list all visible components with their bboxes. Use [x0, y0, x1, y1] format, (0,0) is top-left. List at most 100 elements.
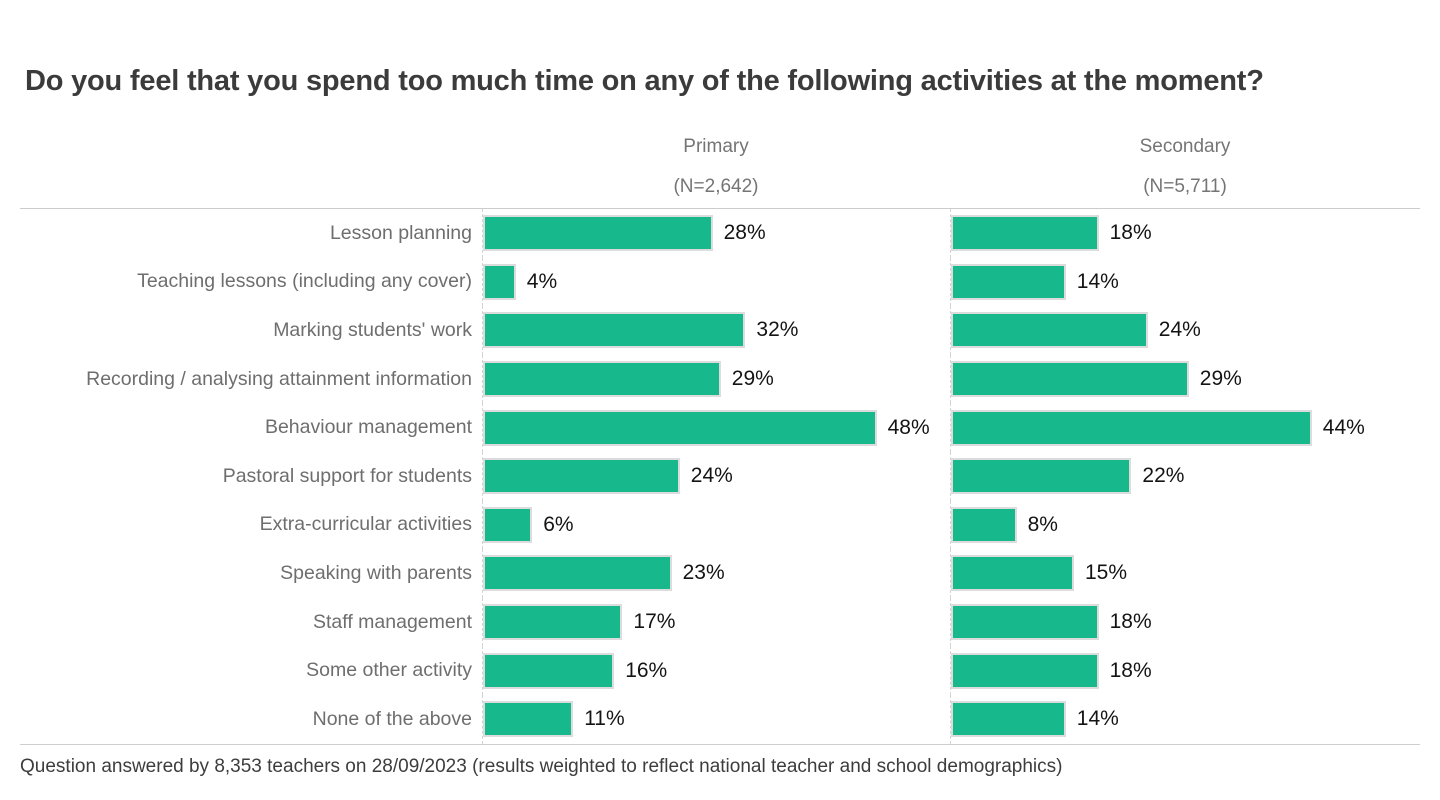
- chart-row: Behaviour management 48% 44%: [20, 403, 1420, 452]
- value-label: 24%: [690, 464, 733, 488]
- bar-secondary: [951, 361, 1189, 398]
- value-label: 18%: [1109, 221, 1152, 245]
- value-label: 29%: [1199, 367, 1242, 391]
- bar-primary: [483, 361, 721, 398]
- category-label: Extra-curricular activities: [259, 513, 472, 536]
- value-label: 23%: [682, 561, 725, 585]
- bar-cell-secondary: 14%: [950, 694, 1420, 744]
- value-label: 14%: [1076, 269, 1119, 293]
- chart-row: Some other activity 16% 18%: [20, 646, 1420, 695]
- chart-row: Marking students' work 32% 24%: [20, 306, 1420, 355]
- bar-secondary: [951, 506, 1017, 543]
- bar-primary: [483, 312, 746, 349]
- bar-cell-secondary: 8%: [950, 500, 1420, 550]
- column-headers: Primary (N=2,642) Secondary (N=5,711): [20, 136, 1440, 198]
- value-label: 18%: [1109, 658, 1152, 682]
- chart-row: Pastoral support for students 24% 22%: [20, 451, 1420, 501]
- bar-cell-secondary: 24%: [950, 306, 1420, 355]
- value-label: 44%: [1322, 415, 1365, 439]
- category-label: Staff management: [313, 610, 472, 633]
- category-label: None of the above: [312, 707, 472, 730]
- bar-cell-primary: 29%: [482, 354, 950, 404]
- category-label: Recording / analysing attainment informa…: [86, 367, 472, 390]
- bar-cell-secondary: 18%: [950, 597, 1420, 647]
- bar-cell-primary: 28%: [482, 209, 950, 258]
- bar-cell-primary: 24%: [482, 451, 950, 501]
- bar-cell-primary: 32%: [482, 306, 950, 355]
- bar-primary: [483, 701, 574, 738]
- category-label: Some other activity: [306, 659, 472, 682]
- bar-primary: [483, 604, 623, 641]
- bar-primary: [483, 652, 615, 689]
- column-header-secondary: Secondary (N=5,711): [950, 136, 1420, 198]
- value-label: 18%: [1109, 610, 1152, 634]
- bar-primary: [483, 458, 680, 495]
- chart-row: Lesson planning 28% 18%: [20, 209, 1420, 258]
- value-label: 8%: [1027, 512, 1058, 536]
- chart-row: Extra-curricular activities 6% 8%: [20, 500, 1420, 550]
- value-label: 4%: [526, 269, 558, 293]
- bar-secondary: [951, 215, 1099, 252]
- secondary-sample-size: (N=5,711): [1143, 176, 1227, 197]
- bar-cell-secondary: 18%: [950, 209, 1420, 258]
- value-label: 16%: [625, 658, 668, 682]
- bar-primary: [483, 506, 533, 543]
- bar-primary: [483, 215, 713, 252]
- bar-secondary: [951, 312, 1148, 349]
- bar-cell-primary: 23%: [482, 549, 950, 598]
- value-label: 22%: [1142, 464, 1185, 488]
- value-label: 29%: [731, 367, 774, 391]
- category-label: Teaching lessons (including any cover): [137, 270, 472, 293]
- chart-row: Recording / analysing attainment informa…: [20, 354, 1420, 404]
- chart-body: Lesson planning 28% 18% Teaching lessons (i…: [20, 208, 1420, 745]
- value-label: 24%: [1158, 318, 1201, 342]
- secondary-series-label: Secondary: [1139, 136, 1231, 157]
- value-label: 11%: [584, 707, 625, 731]
- column-header-primary: Primary (N=2,642): [482, 136, 950, 198]
- value-label: 32%: [756, 318, 799, 342]
- header-spacer: [20, 136, 482, 198]
- bar-cell-primary: 11%: [482, 694, 950, 744]
- value-label: 6%: [543, 512, 574, 536]
- bar-secondary: [951, 409, 1312, 446]
- bar-cell-primary: 4%: [482, 257, 950, 307]
- bar-cell-secondary: 14%: [950, 257, 1420, 307]
- bar-primary: [483, 555, 672, 592]
- chart-row: Staff management 17% 18%: [20, 597, 1420, 647]
- chart-row: None of the above 11% 14%: [20, 694, 1420, 744]
- bar-primary: [483, 409, 877, 446]
- primary-sample-size: (N=2,642): [673, 176, 759, 197]
- bar-primary: [483, 263, 516, 300]
- bar-secondary: [951, 555, 1074, 592]
- bar-cell-primary: 48%: [482, 403, 950, 452]
- bar-cell-secondary: 22%: [950, 451, 1420, 501]
- bar-secondary: [951, 458, 1132, 495]
- footnote: Question answered by 8,353 teachers on 2…: [20, 755, 1063, 777]
- category-label: Speaking with parents: [280, 561, 472, 584]
- value-label: 28%: [723, 221, 766, 245]
- primary-series-label: Primary: [683, 136, 749, 157]
- category-label: Behaviour management: [264, 416, 472, 439]
- value-label: 14%: [1076, 707, 1119, 731]
- value-label: 15%: [1085, 561, 1128, 585]
- bar-secondary: [951, 263, 1066, 300]
- value-label: 17%: [633, 610, 676, 634]
- bar-secondary: [951, 604, 1099, 641]
- chart-row: Speaking with parents 23% 15%: [20, 549, 1420, 598]
- chart-row: Teaching lessons (including any cover) 4%…: [20, 257, 1420, 307]
- chart-title: Do you feel that you spend too much time…: [25, 65, 1264, 97]
- bar-cell-primary: 16%: [482, 646, 950, 695]
- bar-cell-primary: 6%: [482, 500, 950, 550]
- bar-secondary: [951, 652, 1099, 689]
- bar-secondary: [951, 701, 1066, 738]
- category-label: Pastoral support for students: [222, 464, 472, 487]
- bar-cell-secondary: 44%: [950, 403, 1420, 452]
- bar-cell-primary: 17%: [482, 597, 950, 647]
- bar-cell-secondary: 29%: [950, 354, 1420, 404]
- category-label: Lesson planning: [329, 221, 472, 244]
- bar-cell-secondary: 18%: [950, 646, 1420, 695]
- category-label: Marking students' work: [273, 318, 472, 341]
- value-label: 48%: [887, 415, 930, 439]
- bar-cell-secondary: 15%: [950, 549, 1420, 598]
